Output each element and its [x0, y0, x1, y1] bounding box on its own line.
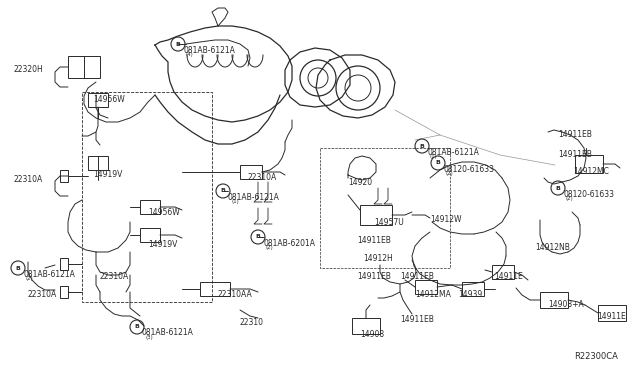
Bar	[88, 156, 108, 170]
Text: 081AB-6121A: 081AB-6121A	[427, 148, 479, 157]
Bar	[352, 318, 380, 334]
Text: 14908+A: 14908+A	[548, 300, 584, 309]
Bar	[140, 200, 160, 214]
Bar	[575, 155, 603, 173]
Bar	[598, 305, 626, 321]
Text: 14956W: 14956W	[93, 95, 125, 104]
Text: 14919V: 14919V	[148, 240, 177, 249]
Text: 081AB-6121A: 081AB-6121A	[23, 270, 75, 279]
Text: B: B	[175, 42, 180, 46]
Text: B: B	[15, 266, 20, 270]
Text: 14912MC: 14912MC	[573, 167, 609, 176]
Text: 14912MA: 14912MA	[415, 290, 451, 299]
Bar	[60, 286, 68, 298]
Text: 22310A: 22310A	[100, 272, 129, 281]
Bar	[540, 292, 568, 308]
Text: (1): (1)	[231, 199, 239, 204]
Text: 14911E: 14911E	[597, 312, 626, 321]
Bar	[82, 92, 212, 302]
Bar	[200, 282, 230, 296]
Text: 14911EB: 14911EB	[558, 130, 592, 139]
Bar	[320, 148, 450, 268]
Text: 14912NB: 14912NB	[535, 243, 570, 252]
Text: 081AB-6121A: 081AB-6121A	[228, 193, 280, 202]
Text: B: B	[221, 189, 225, 193]
Text: 14911E: 14911E	[494, 272, 523, 281]
Bar	[415, 280, 437, 294]
Text: 14919V: 14919V	[93, 170, 122, 179]
Text: 08120-61633: 08120-61633	[443, 165, 494, 174]
Text: 08120-61633: 08120-61633	[563, 190, 614, 199]
Bar	[492, 265, 514, 279]
Text: 22320H: 22320H	[13, 65, 43, 74]
Bar	[60, 170, 68, 182]
Bar	[360, 205, 392, 225]
Text: 14908: 14908	[360, 330, 384, 339]
Text: (1): (1)	[430, 154, 438, 159]
Text: 14939: 14939	[458, 290, 483, 299]
Text: 14912W: 14912W	[430, 215, 461, 224]
Text: (2): (2)	[446, 171, 454, 176]
Text: 14911EB: 14911EB	[400, 315, 434, 324]
Text: 14957U: 14957U	[374, 218, 404, 227]
Text: 081AB-6121A: 081AB-6121A	[142, 328, 194, 337]
Text: 14911EB: 14911EB	[400, 272, 434, 281]
Text: 14920: 14920	[348, 178, 372, 187]
Bar	[140, 228, 160, 242]
Text: B: B	[134, 324, 140, 330]
Text: B: B	[436, 160, 440, 166]
Text: 14911EB: 14911EB	[357, 272, 391, 281]
Text: (3): (3)	[145, 335, 153, 340]
Text: 22310AA: 22310AA	[218, 290, 253, 299]
Text: 22310A: 22310A	[248, 173, 277, 182]
Text: (2): (2)	[266, 245, 274, 250]
Text: 22310A: 22310A	[13, 175, 42, 184]
Text: (2): (2)	[26, 276, 34, 281]
Text: 14911EB: 14911EB	[558, 150, 592, 159]
Text: B: B	[420, 144, 424, 148]
Text: 22310A: 22310A	[28, 290, 57, 299]
Text: 081AB-6121A: 081AB-6121A	[183, 46, 235, 55]
Text: 14956W: 14956W	[148, 208, 180, 217]
Text: 081AB-6201A: 081AB-6201A	[263, 239, 315, 248]
Text: 14912H: 14912H	[363, 254, 393, 263]
Text: R22300CA: R22300CA	[574, 352, 618, 361]
Text: B: B	[556, 186, 561, 190]
Text: (4): (4)	[186, 52, 194, 57]
Bar	[68, 56, 100, 78]
Bar	[462, 282, 484, 296]
Text: 22310: 22310	[240, 318, 264, 327]
Text: (2): (2)	[566, 196, 573, 201]
Bar	[88, 93, 108, 107]
Bar	[60, 258, 68, 270]
Text: 14911EB: 14911EB	[357, 236, 391, 245]
Bar	[240, 165, 262, 179]
Text: B: B	[255, 234, 260, 240]
